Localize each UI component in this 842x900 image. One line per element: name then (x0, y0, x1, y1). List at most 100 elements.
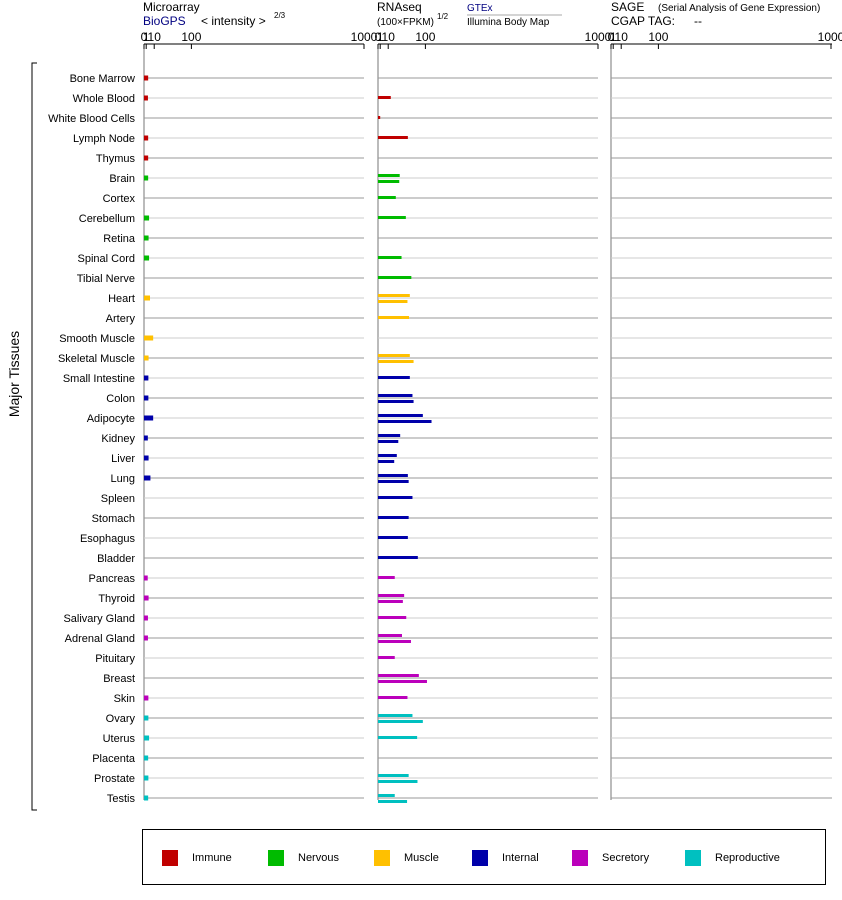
tissue-label: Lymph Node (73, 133, 135, 145)
rnaseq-bar-bodymap (378, 180, 400, 183)
tissue-label: Adipocyte (87, 413, 135, 425)
sage-tick-label: 0 (608, 30, 615, 44)
rnaseq-bar (378, 736, 418, 739)
tissue-label: Artery (106, 313, 136, 325)
microarray-bar (144, 615, 148, 621)
legend-item-nervous: Nervous (268, 849, 339, 867)
sage-tick-label: 10 (615, 30, 629, 44)
tissue-label: Skin (114, 693, 135, 705)
rnaseq-bar-bodymap (378, 440, 399, 443)
microarray-bar (144, 735, 150, 741)
rnaseq-bar (378, 656, 395, 659)
rnaseq-tick-label: 1 (377, 30, 384, 44)
rnaseq-bar (378, 316, 410, 319)
rnaseq-unit: (100×FPKM) (377, 17, 434, 28)
rnaseq-bar (378, 136, 408, 139)
rnaseq-bar (378, 696, 408, 699)
rnaseq-bar-gtex (378, 294, 410, 297)
rnaseq-bar-gtex (378, 354, 410, 357)
rnaseq-title: RNAseq (377, 0, 422, 14)
microarray-bar (144, 75, 149, 81)
legend-label: Internal (502, 852, 539, 864)
microarray-bar (144, 335, 154, 341)
rnaseq-tick-label: 0 (375, 30, 382, 44)
rnaseq-bar (378, 576, 395, 579)
microarray-bar (144, 775, 149, 781)
microarray-bar (144, 795, 149, 801)
legend-item-secretory: Secretory (572, 849, 649, 867)
microarray-bar (144, 175, 149, 181)
legend-label: Immune (192, 852, 232, 864)
sage-tick-label: 1000 (818, 30, 842, 44)
cgap-value: -- (694, 14, 702, 28)
rnaseq-bar-bodymap (378, 400, 414, 403)
rnaseq-bar-bodymap (378, 780, 418, 783)
tissue-label: Thyroid (98, 593, 135, 605)
rnaseq-bar (378, 96, 391, 99)
rnaseq-bar-gtex (378, 174, 400, 177)
legend-swatch (374, 850, 390, 866)
rnaseq-tick-label: 10 (382, 30, 396, 44)
legend-swatch (572, 850, 588, 866)
tissue-label: Brain (109, 173, 135, 185)
rnaseq-bar-bodymap (378, 460, 395, 463)
rnaseq-bar (378, 496, 413, 499)
microarray-bar (144, 755, 149, 761)
rnaseq-bar-bodymap (378, 360, 414, 363)
tissue-label: Cortex (103, 193, 136, 205)
legend: Immune Nervous Muscle Internal Secretory Repr… (142, 829, 826, 885)
microarray-bar (144, 155, 149, 161)
rnaseq-bar (378, 256, 402, 259)
rnaseq-bar-bodymap (378, 800, 408, 803)
microarray-source-link[interactable]: BioGPS (143, 14, 186, 28)
legend-swatch (162, 850, 178, 866)
tissue-label: Cerebellum (79, 213, 135, 225)
rnaseq-bar (378, 556, 418, 559)
rnaseq-bar-gtex (378, 394, 413, 397)
tissue-label: Heart (108, 293, 135, 305)
tissue-label: Testis (107, 793, 136, 805)
rnaseq-bar-gtex (378, 474, 408, 477)
tissue-label: Tibial Nerve (77, 273, 135, 285)
tissue-label: Whole Blood (73, 93, 135, 105)
sage-title: SAGE (611, 0, 644, 14)
microarray-bar (144, 395, 149, 401)
rnaseq-bar-bodymap (378, 640, 411, 643)
microarray-bar (144, 635, 148, 641)
microarray-bar (144, 95, 148, 101)
tissue-label: Adrenal Gland (65, 633, 135, 645)
legend-label: Reproductive (715, 852, 780, 864)
legend-item-muscle: Muscle (374, 849, 439, 867)
rnaseq-exponent: 1/2 (437, 12, 449, 21)
rnaseq-bar-gtex (378, 774, 409, 777)
rnaseq-bar-bodymap (378, 680, 427, 683)
microarray-tick-label: 0 (141, 30, 148, 44)
rnaseq-source-gtex[interactable]: GTEx (467, 3, 493, 14)
tissue-label: Salivary Gland (63, 613, 135, 625)
microarray-bar (144, 695, 149, 701)
legend-item-reproductive: Reproductive (685, 849, 780, 867)
tissue-label: Spleen (101, 493, 135, 505)
tissue-label: Liver (111, 453, 135, 465)
microarray-bar (144, 715, 149, 721)
legend-swatch (268, 850, 284, 866)
legend-swatch (472, 850, 488, 866)
tissue-label: Bone Marrow (70, 73, 135, 85)
microarray-bar (144, 255, 150, 261)
microarray-bar (144, 415, 154, 421)
tissue-label: Pituitary (95, 653, 135, 665)
tissue-label: Ovary (106, 713, 136, 725)
microarray-tick-label: 10 (148, 30, 162, 44)
rnaseq-bar-bodymap (378, 720, 423, 723)
microarray-bar (144, 595, 149, 601)
rnaseq-bar-gtex (378, 434, 401, 437)
rnaseq-bar (378, 116, 381, 119)
y-axis-label: Major Tissues (6, 331, 22, 417)
rnaseq-bar (378, 276, 412, 279)
rnaseq-source-bodymap: Illumina Body Map (467, 17, 550, 28)
rnaseq-bar-gtex (378, 634, 402, 637)
tissue-label: Skeletal Muscle (58, 353, 135, 365)
microarray-bar (144, 435, 148, 441)
tissue-label: Kidney (101, 433, 135, 445)
